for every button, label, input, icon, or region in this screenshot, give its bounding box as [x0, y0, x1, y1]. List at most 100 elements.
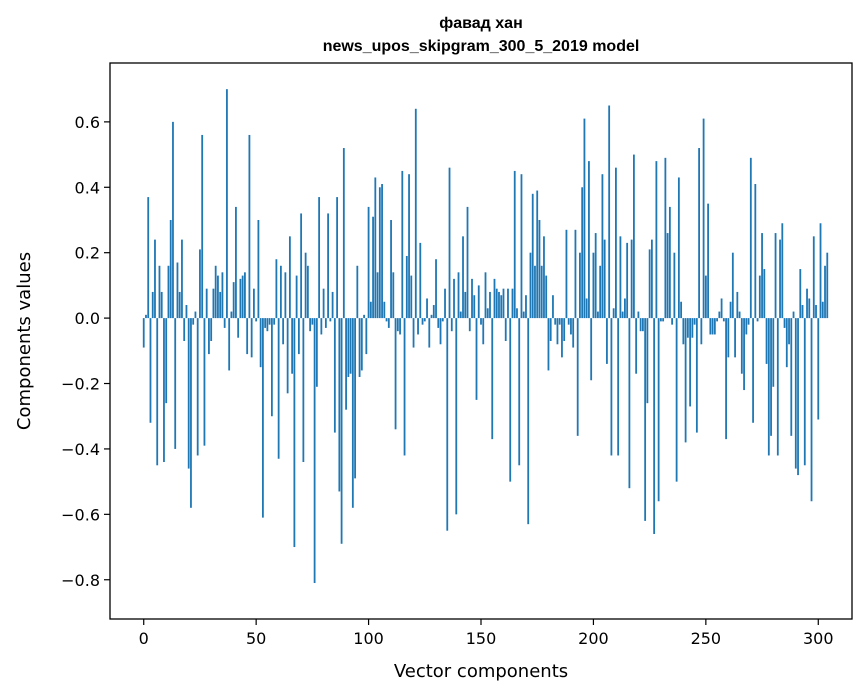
bar-61	[279, 265, 282, 319]
bar-276	[763, 269, 766, 319]
bar-25	[199, 249, 201, 319]
bar-156	[493, 278, 496, 319]
bars-group	[142, 89, 829, 584]
bar-3	[149, 318, 152, 423]
bar-60	[277, 318, 280, 459]
x-tick-label: 250	[691, 629, 722, 648]
bar-80	[322, 288, 325, 319]
bar-282	[776, 318, 779, 456]
y-tick-label: 0.4	[75, 178, 100, 197]
chart-title-line1: фавад хан	[439, 15, 522, 32]
bar-261	[729, 301, 732, 319]
bar-124	[421, 318, 424, 325]
bar-62	[282, 318, 285, 345]
bar-34	[219, 291, 222, 319]
bar-103	[374, 177, 377, 319]
bar-33	[217, 275, 219, 319]
bar-240	[682, 318, 685, 345]
bar-266	[740, 318, 743, 374]
bar-143	[464, 291, 467, 319]
bar-164	[511, 288, 514, 319]
bar-194	[579, 252, 581, 319]
bar-50	[255, 318, 258, 322]
bar-264	[736, 291, 739, 319]
bar-35	[221, 272, 224, 319]
bar-58	[273, 318, 276, 325]
bar-238	[677, 177, 680, 319]
bar-193	[576, 318, 579, 436]
bar-134	[444, 288, 446, 319]
bar-221	[639, 318, 642, 332]
bar-220	[637, 311, 640, 319]
bar-279	[770, 318, 772, 436]
bar-32	[214, 265, 217, 319]
bar-46	[246, 318, 249, 355]
bar-87	[338, 318, 341, 492]
bar-65	[288, 236, 291, 319]
bar-95	[356, 265, 359, 319]
bar-212	[619, 236, 622, 319]
bar-169	[522, 311, 525, 319]
bar-107	[383, 301, 386, 319]
bar-245	[693, 318, 696, 325]
bar-44	[241, 275, 244, 319]
bar-191	[572, 318, 575, 348]
bar-137	[450, 318, 453, 332]
bar-123	[419, 242, 422, 319]
bar-296	[808, 298, 811, 319]
bar-115	[401, 170, 404, 319]
y-tick-label: −0.4	[61, 440, 100, 459]
bar-78	[318, 197, 321, 319]
bar-182	[552, 295, 554, 319]
bar-206	[606, 318, 608, 364]
bar-208	[610, 318, 613, 456]
bar-214	[624, 298, 626, 319]
bar-94	[354, 318, 356, 479]
bar-8	[160, 291, 163, 319]
bar-139	[455, 318, 458, 515]
bar-117	[405, 255, 408, 319]
bar-232	[664, 157, 667, 319]
bar-48	[250, 318, 253, 358]
bar-7	[158, 265, 161, 319]
plot-frame	[109, 62, 853, 620]
bar-104	[376, 272, 379, 319]
bar-284	[781, 223, 784, 319]
bar-73	[306, 265, 309, 319]
bar-109	[387, 318, 390, 328]
bar-286	[785, 318, 788, 368]
bar-100	[367, 206, 370, 319]
bar-16	[178, 291, 181, 319]
bar-179	[545, 275, 548, 319]
bar-185	[558, 318, 561, 325]
bar-274	[758, 275, 761, 319]
bar-273	[756, 318, 759, 322]
bar-0	[142, 318, 145, 348]
bar-170	[525, 295, 527, 319]
bar-252	[709, 318, 712, 335]
bar-289	[792, 311, 795, 319]
bar-246	[695, 318, 698, 433]
bar-27	[203, 318, 206, 446]
bar-302	[821, 301, 824, 319]
bar-5	[154, 239, 156, 319]
bar-162	[507, 288, 509, 319]
bar-249	[702, 118, 705, 319]
bar-69	[297, 318, 300, 355]
bar-230	[659, 318, 662, 322]
bar-250	[704, 275, 707, 319]
bar-166	[516, 308, 518, 319]
bar-297	[810, 318, 813, 502]
x-tick-label: 300	[803, 629, 834, 648]
bar-145	[468, 318, 471, 332]
bar-108	[385, 318, 388, 322]
bar-40	[232, 282, 235, 319]
bar-112	[394, 318, 397, 430]
bar-265	[738, 311, 741, 319]
bar-256	[718, 311, 721, 319]
bar-17	[181, 239, 183, 319]
bar-93	[351, 318, 354, 508]
bar-42	[237, 318, 240, 338]
bar-79	[320, 318, 323, 335]
